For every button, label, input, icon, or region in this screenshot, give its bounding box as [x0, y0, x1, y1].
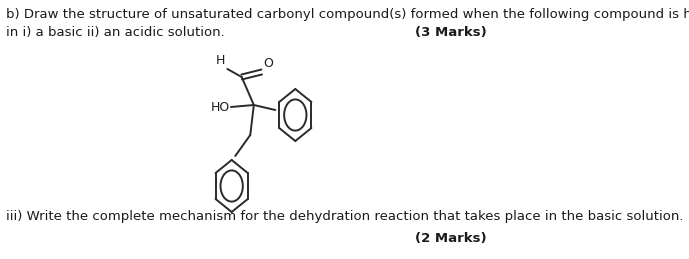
- Text: iii) Write the complete mechanism for the dehydration reaction that takes place : iii) Write the complete mechanism for th…: [6, 210, 683, 223]
- Text: (3 Marks): (3 Marks): [415, 26, 487, 39]
- Text: (2 Marks): (2 Marks): [415, 232, 487, 245]
- Text: O: O: [263, 57, 273, 70]
- Text: b) Draw the structure of unsaturated carbonyl compound(s) formed when the follow: b) Draw the structure of unsaturated car…: [6, 8, 689, 21]
- Text: H: H: [216, 54, 225, 67]
- Text: in i) a basic ii) an acidic solution.: in i) a basic ii) an acidic solution.: [6, 26, 225, 39]
- Text: HO: HO: [210, 100, 229, 113]
